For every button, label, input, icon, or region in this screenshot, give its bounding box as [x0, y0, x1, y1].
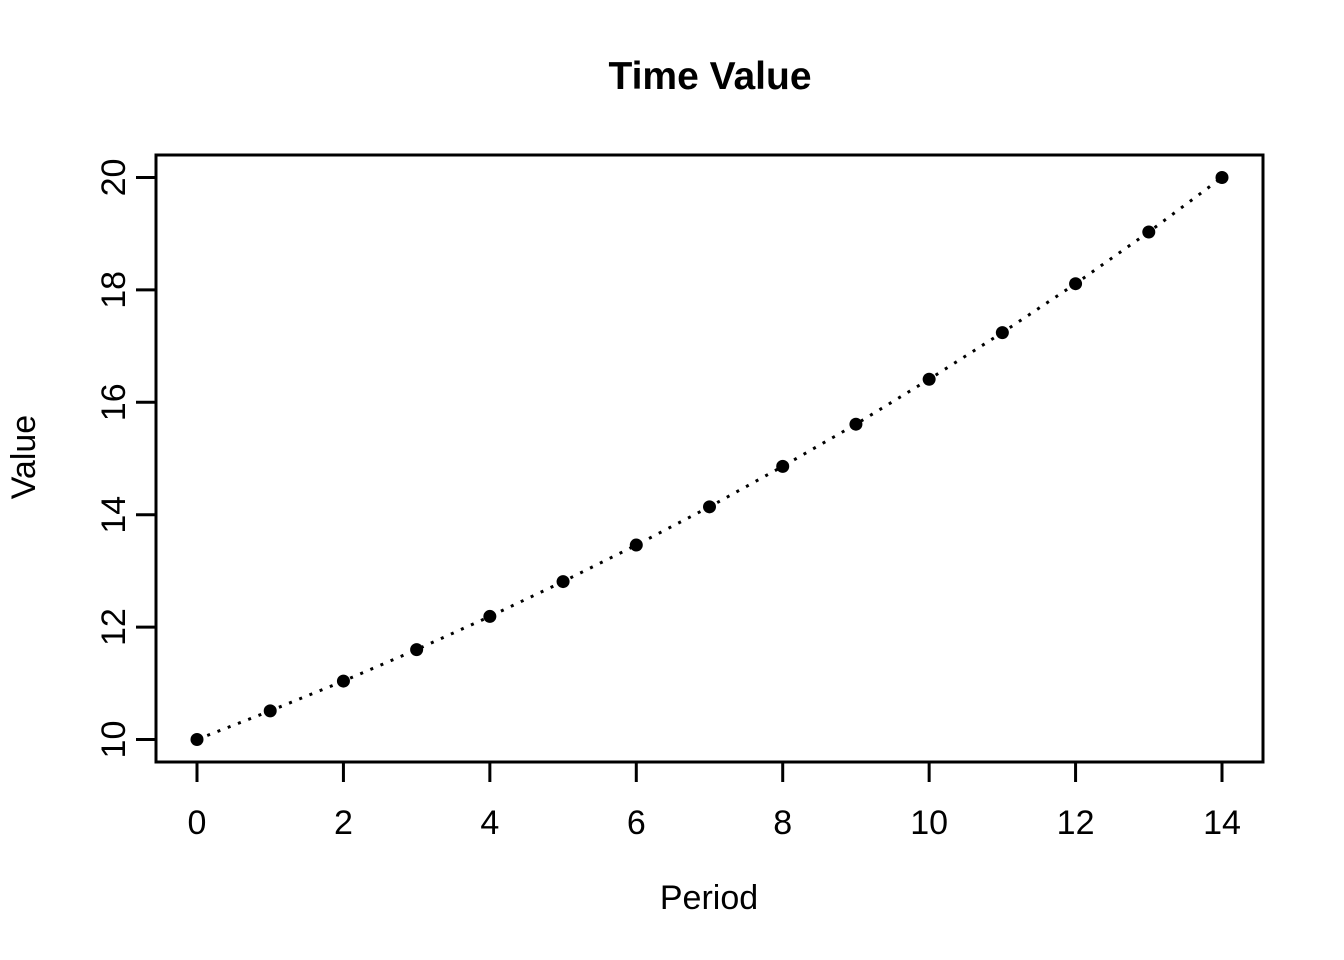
x-tick-label: 2	[334, 804, 353, 842]
x-tick-label: 10	[910, 804, 948, 842]
data-point	[336, 674, 350, 688]
data-point	[703, 500, 716, 514]
chart-title: Time Value	[608, 55, 812, 98]
x-tick-label: 6	[627, 804, 646, 842]
y-tick-label: 10	[95, 721, 133, 759]
x-tick-label: 8	[773, 804, 792, 842]
x-tick-label: 12	[1057, 804, 1095, 842]
y-tick-label: 14	[95, 496, 133, 534]
data-point	[190, 733, 204, 747]
data-point	[556, 575, 570, 589]
data-point	[263, 704, 277, 718]
y-tick-label: 18	[95, 271, 133, 309]
x-tick-label: 0	[188, 804, 207, 842]
y-axis-label: Value	[5, 414, 43, 500]
x-tick-label: 14	[1203, 804, 1241, 842]
data-point	[995, 326, 1009, 340]
plot-box	[154, 153, 1265, 764]
x-tick-label: 4	[480, 804, 499, 842]
y-tick-label: 12	[95, 608, 133, 646]
data-point	[922, 372, 936, 386]
data-line	[196, 176, 1223, 741]
data-point	[849, 417, 863, 431]
data-point	[410, 643, 424, 657]
data-point	[1215, 170, 1229, 184]
data-point	[776, 459, 790, 473]
data-point	[1142, 225, 1156, 239]
x-axis-label: Period	[659, 879, 759, 917]
data-point	[629, 538, 643, 552]
y-tick-label: 20	[95, 159, 133, 197]
data-point	[1069, 277, 1083, 291]
data-point	[483, 609, 497, 623]
y-tick-label: 16	[95, 383, 133, 421]
